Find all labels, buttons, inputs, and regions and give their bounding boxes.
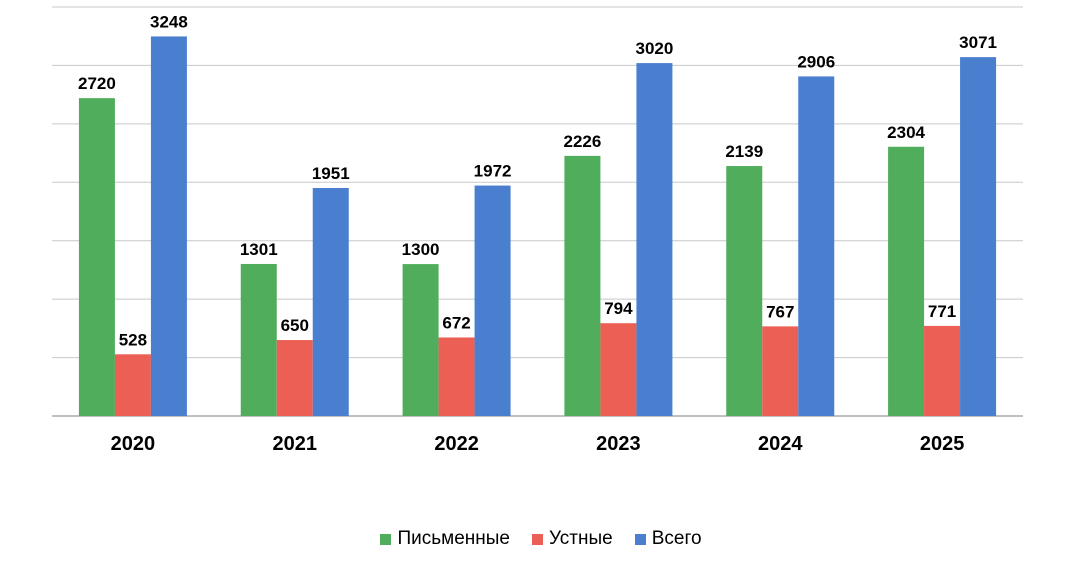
- bar-written-2024: [726, 166, 763, 416]
- bar-oral-2020: [114, 354, 151, 416]
- bar-oral-2024: [762, 326, 799, 416]
- legend-item-oral: Устные: [531, 528, 613, 550]
- x-tick-label-2025: 2025: [920, 433, 965, 455]
- data-labels: 2720 528 3248 1301 650 1951 1300 672 1972 2226 794…: [78, 12, 997, 349]
- data-label-total-2020: 3248: [150, 12, 188, 31]
- data-label-oral-2022: 672: [442, 313, 470, 332]
- x-tick-label-2022: 2022: [434, 433, 479, 455]
- data-label-total-2021: 1951: [312, 164, 350, 183]
- bar-total-2020: [150, 36, 187, 416]
- legend-item-written: Письменные: [380, 528, 510, 550]
- bar-total-2025: [960, 57, 997, 416]
- legend-swatch-oral: [531, 533, 543, 545]
- data-label-oral-2021: 650: [281, 316, 309, 335]
- bar-oral-2025: [924, 325, 961, 416]
- data-label-oral-2023: 794: [604, 299, 633, 318]
- data-label-written-2021: 1301: [240, 240, 278, 259]
- data-label-total-2023: 3020: [636, 39, 674, 58]
- bar-total-2022: [474, 185, 511, 416]
- data-label-written-2024: 2139: [725, 142, 763, 161]
- legend-swatch-written: [380, 533, 392, 545]
- bar-total-2024: [798, 76, 835, 416]
- bar-written-2022: [402, 264, 439, 416]
- legend-label-oral: Устные: [548, 528, 613, 549]
- x-tick-label-2020: 2020: [111, 433, 156, 455]
- legend-label-written: Письменные: [397, 528, 510, 549]
- gridlines: [52, 6, 1023, 417]
- bar-written-2025: [888, 146, 925, 416]
- legend-item-total: Всего: [634, 528, 702, 550]
- bar-oral-2023: [600, 323, 637, 416]
- bars: [78, 36, 997, 417]
- data-label-written-2022: 1300: [402, 240, 440, 259]
- bar-written-2023: [564, 155, 601, 416]
- x-axis-tick-labels: 2020 2021 2022 2023 2024 2025: [111, 433, 965, 455]
- bar-written-2021: [240, 263, 277, 416]
- data-label-written-2023: 2226: [564, 132, 602, 151]
- legend-swatch-total: [634, 533, 646, 545]
- bar-written-2020: [78, 98, 115, 417]
- data-label-total-2025: 3071: [959, 33, 997, 52]
- data-label-total-2024: 2906: [797, 52, 835, 71]
- x-tick-label-2021: 2021: [273, 433, 318, 455]
- x-tick-label-2023: 2023: [596, 433, 641, 455]
- legend: Письменные Устные Всего: [0, 528, 1082, 550]
- data-label-oral-2025: 771: [928, 302, 956, 321]
- bar-oral-2022: [438, 337, 475, 416]
- data-label-written-2020: 2720: [78, 74, 116, 93]
- bar-chart: 2720 528 3248 1301 650 1951 1300 672 1972 2226 794…: [52, 6, 1023, 455]
- bar-total-2023: [636, 63, 673, 416]
- legend-label-total: Всего: [651, 528, 702, 549]
- bar-total-2021: [312, 188, 349, 416]
- data-label-total-2022: 1972: [474, 162, 512, 181]
- data-label-written-2025: 2304: [887, 123, 925, 142]
- data-label-oral-2024: 767: [766, 302, 794, 321]
- bar-oral-2021: [276, 340, 313, 416]
- data-label-oral-2020: 528: [119, 330, 147, 349]
- x-tick-label-2024: 2024: [758, 433, 803, 455]
